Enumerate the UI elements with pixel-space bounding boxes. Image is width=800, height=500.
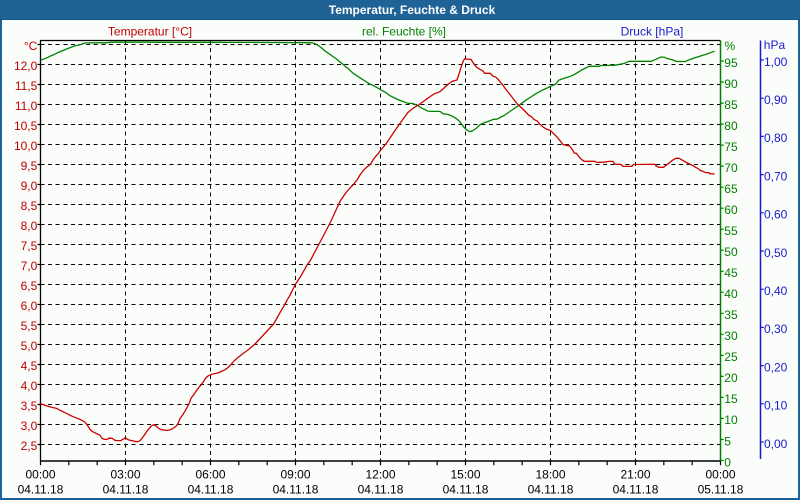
svg-text:40: 40 (724, 287, 738, 301)
svg-text:00:00: 00:00 (25, 468, 55, 482)
svg-text:30: 30 (724, 329, 738, 343)
svg-text:75: 75 (724, 140, 738, 154)
svg-text:04.11.18: 04.11.18 (528, 483, 574, 497)
svg-text:09:00: 09:00 (280, 468, 310, 482)
svg-text:04.11.18: 04.11.18 (18, 483, 64, 497)
svg-text:04.11.18: 04.11.18 (273, 483, 319, 497)
svg-text:00:00: 00:00 (705, 468, 735, 482)
svg-text:50: 50 (724, 245, 738, 259)
svg-text:0,70: 0,70 (764, 169, 788, 183)
svg-text:8,0: 8,0 (21, 219, 38, 233)
svg-text:4,5: 4,5 (21, 359, 38, 373)
svg-text:9,0: 9,0 (21, 179, 38, 193)
svg-text:0,40: 0,40 (764, 284, 788, 298)
svg-text:45: 45 (724, 266, 738, 280)
svg-text:20: 20 (724, 371, 738, 385)
svg-text:rel. Feuchte [%]: rel. Feuchte [%] (362, 24, 446, 38)
svg-text:10,5: 10,5 (14, 119, 38, 133)
svg-text:3,0: 3,0 (21, 419, 38, 433)
svg-text:25: 25 (724, 350, 738, 364)
svg-text:Temperatur [°C]: Temperatur [°C] (108, 24, 192, 38)
svg-text:4,0: 4,0 (21, 379, 38, 393)
svg-text:21:00: 21:00 (620, 468, 650, 482)
svg-text:06:00: 06:00 (195, 468, 225, 482)
svg-text:10,0: 10,0 (14, 139, 38, 153)
svg-text:0,00: 0,00 (764, 437, 788, 451)
svg-text:1,00: 1,00 (764, 55, 788, 69)
svg-text:12:00: 12:00 (365, 468, 395, 482)
svg-text:7,0: 7,0 (21, 259, 38, 273)
svg-text:10: 10 (724, 413, 738, 427)
svg-text:04.11.18: 04.11.18 (443, 483, 489, 497)
svg-text:2,5: 2,5 (21, 439, 38, 453)
svg-text:03:00: 03:00 (110, 468, 140, 482)
svg-text:7,5: 7,5 (21, 239, 38, 253)
svg-text:8,5: 8,5 (21, 199, 38, 213)
svg-text:hPa: hPa (764, 38, 786, 52)
svg-text:05.11.18: 05.11.18 (698, 483, 744, 497)
svg-text:0,60: 0,60 (764, 208, 788, 222)
svg-text:0,50: 0,50 (764, 246, 788, 260)
svg-text:70: 70 (724, 161, 738, 175)
svg-text:°C: °C (24, 39, 38, 53)
svg-text:5: 5 (724, 434, 731, 448)
svg-text:11,0: 11,0 (15, 99, 38, 113)
svg-text:11,5: 11,5 (15, 79, 38, 93)
svg-text:15:00: 15:00 (450, 468, 480, 482)
svg-text:0,80: 0,80 (764, 131, 788, 145)
svg-text:35: 35 (724, 308, 738, 322)
svg-text:04.11.18: 04.11.18 (103, 483, 149, 497)
svg-text:04.11.18: 04.11.18 (188, 483, 234, 497)
svg-text:0,30: 0,30 (764, 322, 788, 336)
svg-text:04.11.18: 04.11.18 (613, 483, 659, 497)
svg-text:18:00: 18:00 (535, 468, 565, 482)
svg-text:0,10: 0,10 (764, 399, 788, 413)
svg-text:5,5: 5,5 (21, 319, 38, 333)
svg-text:6,0: 6,0 (21, 299, 38, 313)
svg-text:%: % (725, 39, 736, 53)
svg-text:85: 85 (724, 98, 738, 112)
svg-text:15: 15 (724, 392, 738, 406)
svg-text:12,0: 12,0 (14, 59, 38, 73)
svg-text:9,5: 9,5 (21, 159, 38, 173)
svg-text:3,5: 3,5 (21, 399, 38, 413)
svg-text:80: 80 (724, 119, 738, 133)
svg-text:0,20: 0,20 (764, 360, 788, 374)
svg-text:5,0: 5,0 (21, 339, 38, 353)
svg-text:0: 0 (724, 455, 731, 469)
svg-text:04.11.18: 04.11.18 (358, 483, 404, 497)
svg-text:60: 60 (724, 203, 738, 217)
svg-text:Temperatur, Feuchte & Druck: Temperatur, Feuchte & Druck (329, 3, 496, 17)
svg-text:Druck [hPa]: Druck [hPa] (621, 24, 684, 38)
svg-text:55: 55 (724, 224, 738, 238)
svg-text:6,5: 6,5 (21, 279, 38, 293)
svg-text:90: 90 (724, 77, 738, 91)
svg-text:0,90: 0,90 (764, 93, 788, 107)
svg-text:95: 95 (724, 56, 738, 70)
svg-text:65: 65 (724, 182, 738, 196)
